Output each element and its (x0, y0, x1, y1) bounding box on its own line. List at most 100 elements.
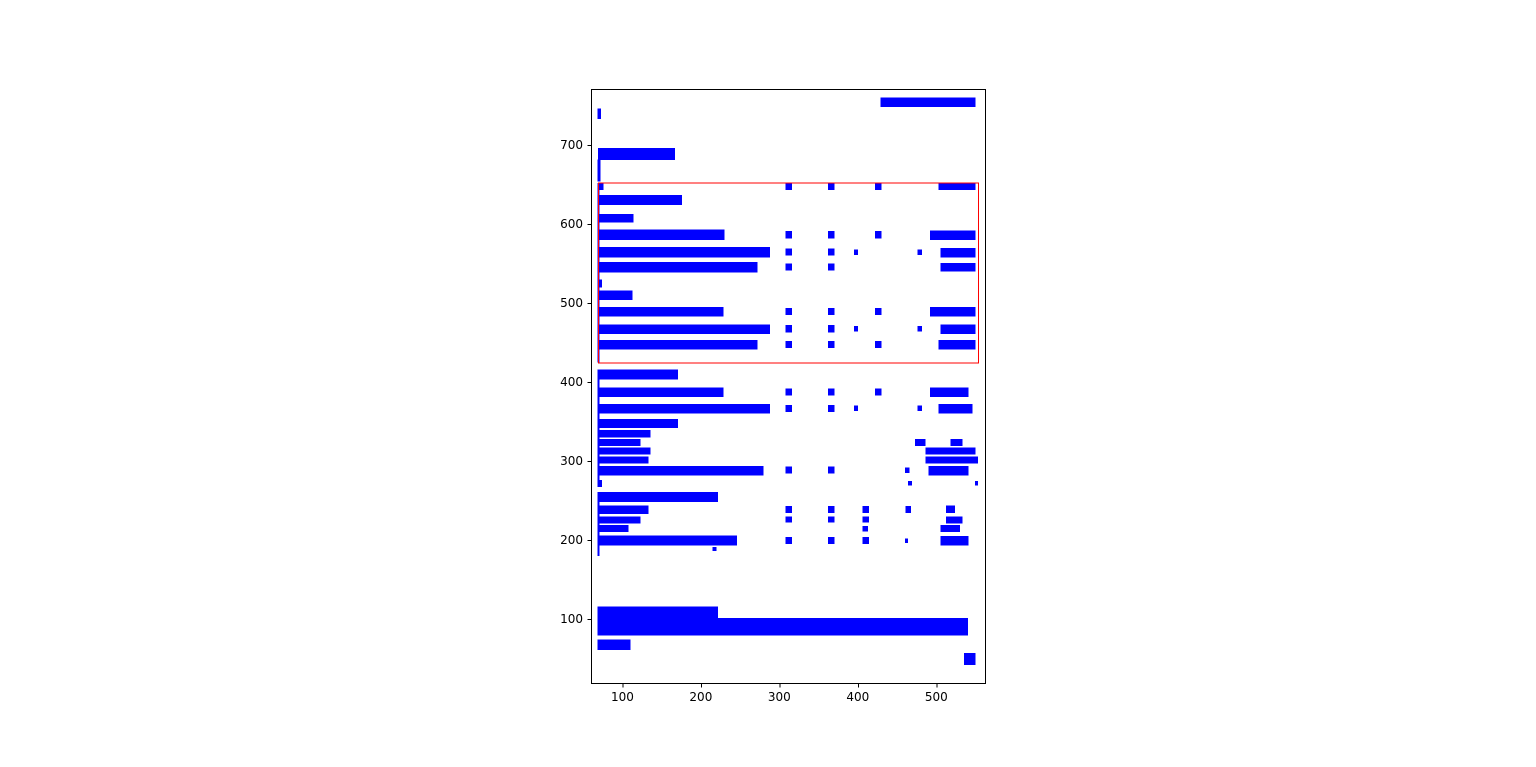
highlight-layer (598, 182, 979, 364)
bar-rect (597, 324, 770, 334)
bar-rect (828, 325, 835, 333)
x-tick-label: 500 (925, 690, 948, 704)
bar-rect (917, 405, 923, 412)
bar-rect (875, 231, 882, 239)
bar-rect (875, 307, 882, 315)
bar-rect (940, 525, 960, 533)
bar-rect (712, 547, 717, 551)
bar-rect (597, 159, 601, 182)
bar-rect (917, 326, 923, 332)
bar-rect (597, 430, 651, 438)
bar-rect (950, 438, 963, 446)
x-tick-label: 100 (611, 690, 634, 704)
bar-rect (905, 506, 912, 514)
bar-rect (597, 438, 641, 446)
y-tick-label: 700 (560, 138, 583, 152)
bar-rect (915, 438, 926, 446)
bar-rect (940, 247, 976, 258)
bar-rect (925, 447, 976, 455)
bar-rect (597, 247, 770, 258)
bar-rect (597, 213, 634, 223)
bar-rect (828, 506, 835, 514)
bar-rect (828, 248, 835, 256)
bar-rect (785, 388, 792, 396)
bar-rect (597, 535, 737, 546)
bar-rect (597, 340, 758, 350)
bar-rect (917, 249, 923, 255)
bar-rect (938, 404, 973, 414)
bar-rect (875, 388, 882, 396)
bar-rect (598, 148, 675, 160)
bar-rect (785, 516, 792, 523)
bar-rect (597, 404, 770, 414)
bar-rect (940, 262, 976, 272)
bar-rect (908, 480, 912, 486)
bar-rect (945, 516, 963, 524)
bar-rect (828, 231, 835, 239)
y-tick-label: 200 (560, 533, 583, 547)
y-tick-label: 400 (560, 375, 583, 389)
bar-rect (875, 183, 882, 191)
bar-rect (938, 340, 976, 350)
bar-rect (925, 456, 978, 464)
bar-rect (597, 505, 649, 514)
bar-rect (597, 369, 679, 380)
bar-rect (853, 249, 858, 255)
bar-rect (974, 480, 978, 486)
bar-rect (785, 506, 792, 514)
bar-rect (785, 536, 792, 544)
bar-rect (853, 326, 858, 332)
bar-rect (862, 536, 869, 544)
x-tick-label: 300 (768, 690, 791, 704)
bar-rect (597, 183, 604, 191)
bar-rect (597, 387, 724, 398)
bar-rect (597, 491, 719, 503)
bar-rect (597, 370, 600, 488)
bar-rect (862, 516, 869, 523)
bar-rect (597, 525, 629, 533)
axes-layer: 100 200 300 400 500 100 200 300 400 500 600 700 (560, 89, 986, 704)
bar-rect (785, 405, 792, 413)
bar-rect (940, 324, 976, 334)
bar-rect (930, 307, 976, 317)
x-tick-label: 200 (689, 690, 712, 704)
bar-rect (930, 387, 969, 398)
bar-rect (597, 494, 600, 556)
bar-rect (785, 248, 792, 256)
bar-rect (828, 307, 835, 315)
highlight-rect (598, 182, 979, 364)
bar-rect (597, 639, 631, 650)
bar-rect (785, 263, 792, 271)
bar-rect (785, 231, 792, 239)
bar-rect (828, 405, 835, 413)
y-tick-label: 300 (560, 454, 583, 468)
bar-rect (597, 307, 724, 317)
bar-rect (785, 183, 792, 191)
bar-rect (828, 263, 835, 271)
bar-rect (597, 108, 602, 119)
bar-rect (904, 538, 908, 544)
bar-rect (597, 465, 764, 476)
bar-rect (828, 388, 835, 396)
bar-rect (945, 505, 956, 514)
bar-rect (597, 419, 679, 428)
bar-rect (597, 618, 968, 636)
bar-rect (928, 465, 969, 476)
bar-rect (785, 307, 792, 315)
bar-rect (597, 229, 725, 240)
bar-rect (597, 516, 641, 524)
axes-frame (591, 89, 986, 684)
bar-rect (862, 525, 869, 532)
bar-rect (862, 506, 869, 514)
bar-rect (828, 341, 835, 349)
y-tick-label: 100 (560, 612, 583, 626)
bar-rect (963, 653, 976, 665)
bar-rect (904, 467, 910, 473)
bar-rect (597, 447, 651, 455)
bar-rect (828, 183, 835, 191)
bar-rect (938, 183, 976, 191)
bar-rect (880, 97, 976, 108)
bar-rect (853, 405, 858, 412)
bars-layer (597, 97, 978, 665)
